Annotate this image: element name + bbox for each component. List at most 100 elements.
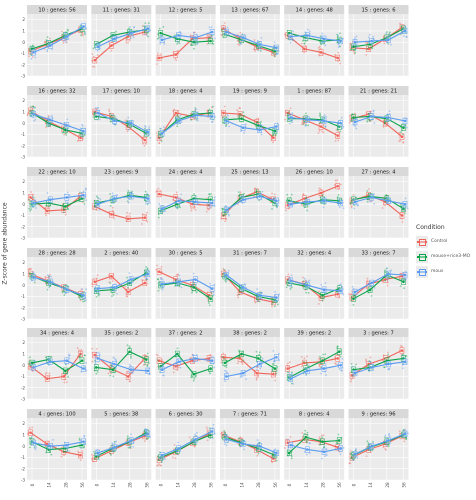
data-point [288, 372, 291, 374]
panel-title: 18 : genes: 4 [169, 89, 204, 95]
data-point [143, 363, 146, 366]
data-point [140, 223, 143, 225]
data-point [126, 200, 129, 203]
data-point [91, 59, 93, 62]
mean-point [129, 368, 133, 371]
mean-point [322, 288, 326, 291]
data-point [95, 118, 98, 121]
data-point [355, 363, 357, 366]
data-point [61, 33, 64, 36]
data-point [47, 40, 49, 42]
data-point [32, 271, 35, 274]
data-point [130, 191, 133, 194]
data-point [259, 124, 261, 127]
data-point [341, 127, 344, 130]
mean-point [174, 196, 178, 199]
panel-background [219, 257, 280, 319]
mean-point [146, 369, 150, 373]
data-point [208, 302, 210, 304]
data-point [307, 124, 310, 127]
mean-point [210, 430, 214, 433]
data-point [271, 305, 273, 308]
data-point [274, 290, 276, 293]
mean-point [400, 214, 404, 217]
data-point [95, 351, 98, 354]
data-point [112, 202, 115, 205]
mean-point [241, 198, 245, 201]
data-point [240, 43, 242, 46]
data-point [242, 111, 245, 114]
panel-background [91, 418, 152, 480]
panel-title: 16 : genes: 32 [38, 89, 75, 95]
series-2 [159, 26, 216, 46]
mean-point [306, 200, 309, 204]
data-point [307, 364, 310, 367]
y-tick-label: -2 [21, 466, 26, 471]
data-point [97, 351, 100, 354]
mean-point [306, 448, 309, 451]
mean-point [65, 124, 69, 127]
data-point [93, 111, 96, 114]
mean-point [82, 129, 85, 133]
data-point [80, 449, 83, 452]
data-point [110, 364, 113, 366]
y-tick-label: 1 [22, 191, 25, 196]
data-point [44, 276, 47, 278]
data-point [193, 445, 196, 448]
panel-34: 8 : genes: 4 0 14 28 56 [283, 409, 345, 488]
data-point [63, 31, 66, 34]
data-point [284, 118, 287, 121]
data-point [98, 353, 101, 356]
data-point [128, 39, 131, 42]
mean-point [387, 272, 390, 276]
data-point [318, 436, 321, 439]
data-point [336, 33, 339, 36]
legend-title: Condition [416, 224, 445, 231]
mean-point [157, 56, 161, 60]
data-point [145, 266, 148, 268]
mean-point [113, 37, 116, 41]
data-point [149, 136, 152, 139]
data-point [112, 356, 115, 359]
data-point [61, 30, 63, 33]
legend-label-mous: mous [431, 269, 444, 274]
mean-point [286, 367, 290, 370]
data-point [28, 198, 31, 201]
mean-point [241, 36, 245, 39]
data-point [405, 36, 408, 38]
mean-point [79, 136, 82, 140]
data-point [91, 65, 94, 68]
data-point [93, 111, 95, 114]
panel-background [155, 257, 216, 319]
mean-point [273, 367, 277, 370]
mean-point [370, 281, 373, 285]
panel-title: 22 : genes: 10 [38, 170, 75, 176]
data-point [158, 463, 161, 466]
mean-point [289, 35, 293, 38]
data-point [190, 209, 193, 212]
data-point [155, 132, 158, 134]
data-point [95, 295, 98, 298]
data-point [85, 362, 88, 364]
data-point [318, 365, 321, 368]
data-point [302, 39, 304, 42]
mean-point [160, 453, 164, 457]
mean-point [110, 44, 113, 47]
panel-13: 23 : genes: 9 [91, 167, 152, 239]
data-point [259, 49, 262, 52]
mean-point [207, 204, 211, 207]
series-line [33, 25, 84, 53]
data-point [351, 285, 354, 288]
mean-point [370, 39, 373, 43]
panel-17: 27 : genes: 4 [348, 167, 409, 239]
data-point [145, 428, 148, 431]
data-point [388, 35, 391, 37]
mean-point [96, 287, 100, 290]
data-point [372, 440, 374, 443]
panel-title: 2 : genes: 40 [104, 251, 138, 257]
legend-item-mouse-rice3-mo: mouse+rice3-MO [416, 249, 474, 264]
data-point [162, 364, 164, 367]
mean-point [194, 113, 197, 117]
data-point [63, 381, 66, 384]
data-point [273, 131, 276, 133]
